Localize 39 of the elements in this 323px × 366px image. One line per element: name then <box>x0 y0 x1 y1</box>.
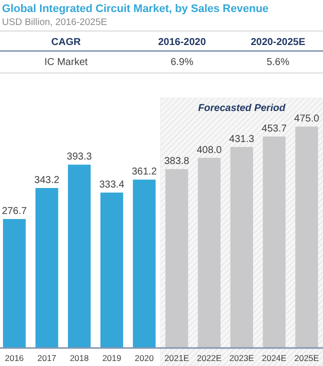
x-tick-label: 2022E <box>196 353 222 363</box>
bar <box>2 219 26 348</box>
data-label: 431.3 <box>229 134 255 145</box>
text: 6.9% <box>170 57 194 68</box>
data-label: 475.0 <box>294 114 320 125</box>
text: 2016-2020 <box>158 37 206 48</box>
band-label: Forecasted Period <box>198 103 286 114</box>
data-label: 361.2 <box>132 166 158 178</box>
x-tick-label: 2025E <box>294 353 320 363</box>
bar <box>262 136 286 348</box>
bar <box>230 146 254 348</box>
x-tick-label: 2021E <box>164 353 190 363</box>
x-tick-label: 2018 <box>70 353 90 363</box>
bar <box>132 180 156 348</box>
chart-subtitle: USD Billion, 2016-2025E <box>2 17 108 28</box>
chart-title: Global Integrated Circuit Market, by Sales Revenue <box>2 3 269 15</box>
x-tick-label: 2023E <box>229 353 254 363</box>
data-label: 408.0 <box>196 144 222 156</box>
x-tick-label: 2020 <box>134 353 154 363</box>
bar <box>295 126 318 348</box>
bar <box>35 188 58 348</box>
bar <box>68 164 91 348</box>
x-tick-label: 2017 <box>37 353 57 363</box>
data-label: 276.7 <box>2 206 28 218</box>
text: CAGR <box>51 37 82 48</box>
text: 5.6% <box>266 57 290 68</box>
text: 2020-2025E <box>250 37 306 48</box>
data-label: 453.7 <box>262 124 288 134</box>
bar <box>165 169 188 348</box>
x-tick-label: 2019 <box>102 353 122 363</box>
data-label: 333.4 <box>99 180 125 191</box>
bar <box>100 192 124 348</box>
x-tick-label: 2024E <box>262 353 287 363</box>
data-label: 383.8 <box>164 156 190 168</box>
data-label: 343.2 <box>34 175 60 186</box>
data-label: 393.3 <box>66 152 92 163</box>
bar <box>198 158 221 348</box>
x-tick-label: 2016 <box>4 353 24 363</box>
text: IC Market <box>44 57 88 68</box>
